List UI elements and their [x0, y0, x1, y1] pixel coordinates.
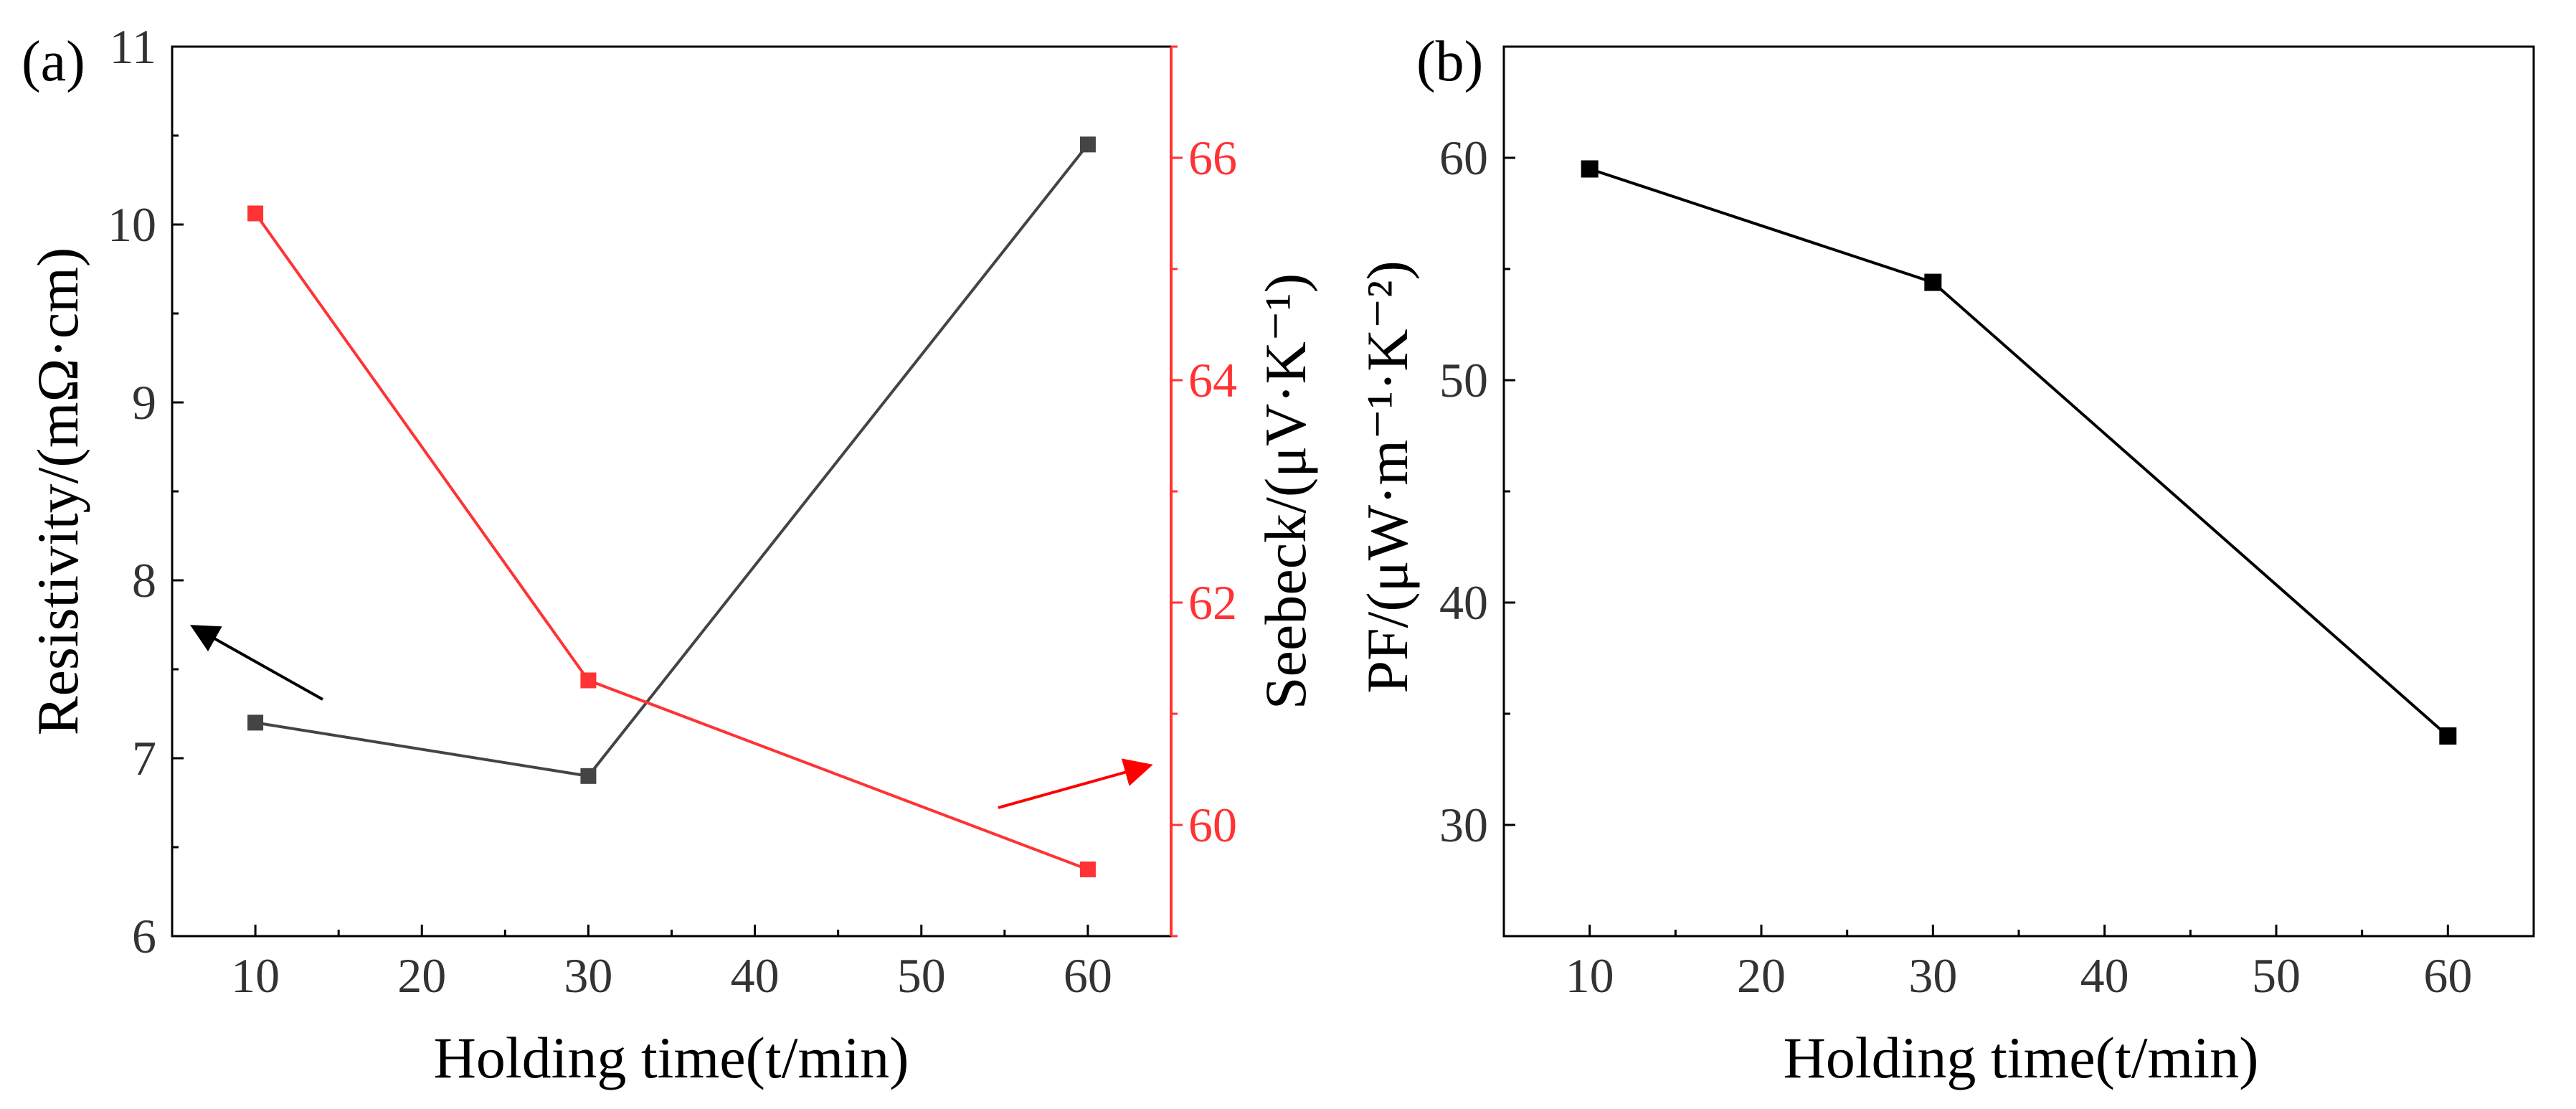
panel-a-right-y-ticks: 60 62 64 66 [1170, 45, 1237, 938]
resistivity-point [247, 714, 264, 731]
b-x-tick-label: 60 [2423, 948, 2472, 1003]
panel-b-x-axis-title: Holding time(t/min) [1784, 1025, 2259, 1090]
b-x-tick-label: 50 [2252, 948, 2301, 1003]
pf-axis-title: PF/(μW·m⁻¹·K⁻²) [1355, 260, 1420, 693]
resistivity-tick-label: 9 [132, 375, 156, 430]
pf-point [1924, 273, 1942, 291]
resistivity-line [255, 143, 1089, 778]
resistivity-tick-label: 6 [132, 909, 156, 963]
panel-b: 10 20 30 40 50 60 30 40 50 60 (b) Holding time(t… [1355, 30, 2535, 1090]
pf-tick-label: 30 [1439, 798, 1488, 852]
a-x-tick-label: 10 [231, 948, 280, 1003]
pf-line [1589, 167, 2449, 737]
pf-point [1581, 160, 1599, 178]
panel-b-y-ticks: 30 40 50 60 [1439, 45, 1515, 938]
resistivity-tick-label: 8 [132, 553, 156, 608]
seebeck-tick-label: 66 [1188, 131, 1237, 185]
b-x-tick-label: 40 [2080, 948, 2129, 1003]
a-x-tick-label: 30 [564, 948, 612, 1003]
panel-a: 10 20 30 40 50 60 6 7 8 9 10 11 60 62 64 66 (a) Holdi… [22, 19, 1318, 1090]
seebeck-axis-title: Seebeck/(μV·K⁻¹) [1253, 273, 1318, 709]
resistivity-tick-label: 10 [108, 197, 156, 252]
b-x-tick-label: 10 [1566, 948, 1614, 1003]
panel-b-plot-frame [1502, 45, 2535, 938]
resistivity-axis-arrow [190, 625, 323, 701]
b-x-tick-label: 30 [1908, 948, 1957, 1003]
resistivity-tick-label: 7 [132, 731, 156, 785]
seebeck-tick-label: 62 [1188, 575, 1237, 630]
pf-tick-label: 60 [1439, 131, 1488, 185]
pf-tick-label: 40 [1439, 575, 1488, 630]
panel-a-left-y-ticks: 6 7 8 9 10 11 [108, 19, 184, 963]
pf-point [2439, 727, 2457, 745]
a-x-tick-label: 50 [897, 948, 946, 1003]
seebeck-point [1079, 862, 1096, 877]
seebeck-point [580, 672, 597, 689]
panel-b-series [1581, 160, 2457, 745]
panel-a-series [247, 136, 1096, 877]
panel-a-x-ticks: 10 20 30 40 50 60 [231, 925, 1112, 1003]
a-x-tick-label: 20 [397, 948, 446, 1003]
pf-tick-label: 50 [1439, 353, 1488, 407]
seebeck-tick-label: 64 [1188, 353, 1237, 407]
seebeck-tick-label: 60 [1188, 798, 1237, 852]
panel-a-x-axis-title: Holding time(t/min) [434, 1025, 909, 1090]
panel-a-label: (a) [22, 30, 85, 93]
a-x-tick-label: 60 [1064, 948, 1112, 1003]
seebeck-line [254, 212, 1089, 871]
resistivity-point [580, 768, 597, 784]
panel-b-label: (b) [1416, 30, 1483, 93]
seebeck-axis-arrow [998, 758, 1153, 809]
resistivity-axis-title: Resistivity/(mΩ·cm) [25, 247, 90, 735]
resistivity-tick-label: 11 [110, 19, 156, 74]
a-x-tick-label: 40 [731, 948, 780, 1003]
panel-b-x-ticks: 10 20 30 40 50 60 [1566, 925, 2472, 1003]
seebeck-point [247, 205, 264, 222]
b-x-tick-label: 20 [1737, 948, 1786, 1003]
resistivity-point [1079, 136, 1096, 153]
